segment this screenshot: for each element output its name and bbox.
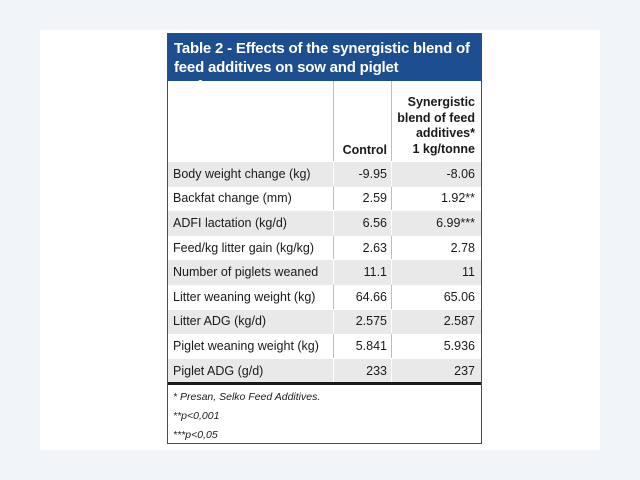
table-row: Piglet ADG (g/d) 233 237 <box>168 357 481 383</box>
control-value: 11.1 <box>333 260 391 284</box>
row-label: ADFI lactation (kg/d) <box>168 211 333 235</box>
table-bottom-rule <box>168 382 481 386</box>
table-row: ADFI lactation (kg/d) 6.56 6.99*** <box>168 210 481 235</box>
header-blend-line: additives* <box>415 126 475 140</box>
header-blend-line: Synergistic <box>407 95 475 109</box>
row-label: Body weight change (kg) <box>168 162 333 186</box>
footnote: * Presan, Selko Feed Additives. <box>173 391 321 404</box>
control-value: 233 <box>333 358 391 383</box>
row-label: Number of piglets weaned <box>168 260 333 284</box>
blend-value: 237 <box>391 358 481 383</box>
blend-value: 65.06 <box>391 284 481 309</box>
header-control: Control <box>333 81 391 161</box>
header-label-cell <box>168 81 333 161</box>
footnote: **p<0,001 <box>173 410 220 423</box>
row-label: Litter ADG (kg/d) <box>168 309 333 334</box>
row-label: Backfat change (mm) <box>168 186 333 211</box>
blend-value: 2.78 <box>391 235 481 260</box>
blend-value: -8.06 <box>391 162 481 186</box>
row-label: Piglet ADG (g/d) <box>168 358 333 383</box>
table-body: Body weight change (kg) -9.95 -8.06 Back… <box>168 161 481 383</box>
table-row: Body weight change (kg) -9.95 -8.06 <box>168 161 481 186</box>
blend-value: 2.587 <box>391 309 481 334</box>
control-value: -9.95 <box>333 162 391 186</box>
control-value: 2.59 <box>333 186 391 211</box>
header-blend: Synergistic blend of feed additives* 1 k… <box>391 81 481 161</box>
table-row: Feed/kg litter gain (kg/kg) 2.63 2.78 <box>168 234 481 260</box>
blend-value: 11 <box>391 260 481 284</box>
table-header: Control Synergistic blend of feed additi… <box>168 81 481 161</box>
header-blend-line: 1 kg/tonne <box>412 141 475 156</box>
figure-frame: Table 2 - Effects of the synergistic ble… <box>40 30 600 450</box>
footnote: ***p<0,05 <box>173 429 218 442</box>
footnotes: * Presan, Selko Feed Additives. **p<0,00… <box>168 385 481 445</box>
blend-value: 5.936 <box>391 334 481 358</box>
row-label: Litter weaning weight (kg) <box>168 284 333 309</box>
table-row: Piglet weaning weight (kg) 5.841 5.936 <box>168 333 481 358</box>
control-value: 2.575 <box>333 309 391 334</box>
row-label: Piglet weaning weight (kg) <box>168 334 333 358</box>
table-row: Litter ADG (kg/d) 2.575 2.587 <box>168 308 481 334</box>
table-title: Table 2 - Effects of the synergistic ble… <box>168 34 481 95</box>
table-row: Number of piglets weaned 11.1 11 <box>168 259 481 284</box>
data-table: Table 2 - Effects of the synergistic ble… <box>167 33 482 444</box>
control-value: 6.56 <box>333 211 391 235</box>
control-value: 2.63 <box>333 235 391 260</box>
control-value: 5.841 <box>333 334 391 358</box>
row-label: Feed/kg litter gain (kg/kg) <box>168 235 333 260</box>
blend-value: 1.92** <box>391 186 481 211</box>
table-row: Litter weaning weight (kg) 64.66 65.06 <box>168 283 481 309</box>
control-value: 64.66 <box>333 284 391 309</box>
table-row: Backfat change (mm) 2.59 1.92** <box>168 185 481 211</box>
header-blend-line: blend of feed <box>397 110 475 125</box>
blend-value: 6.99*** <box>391 211 481 235</box>
